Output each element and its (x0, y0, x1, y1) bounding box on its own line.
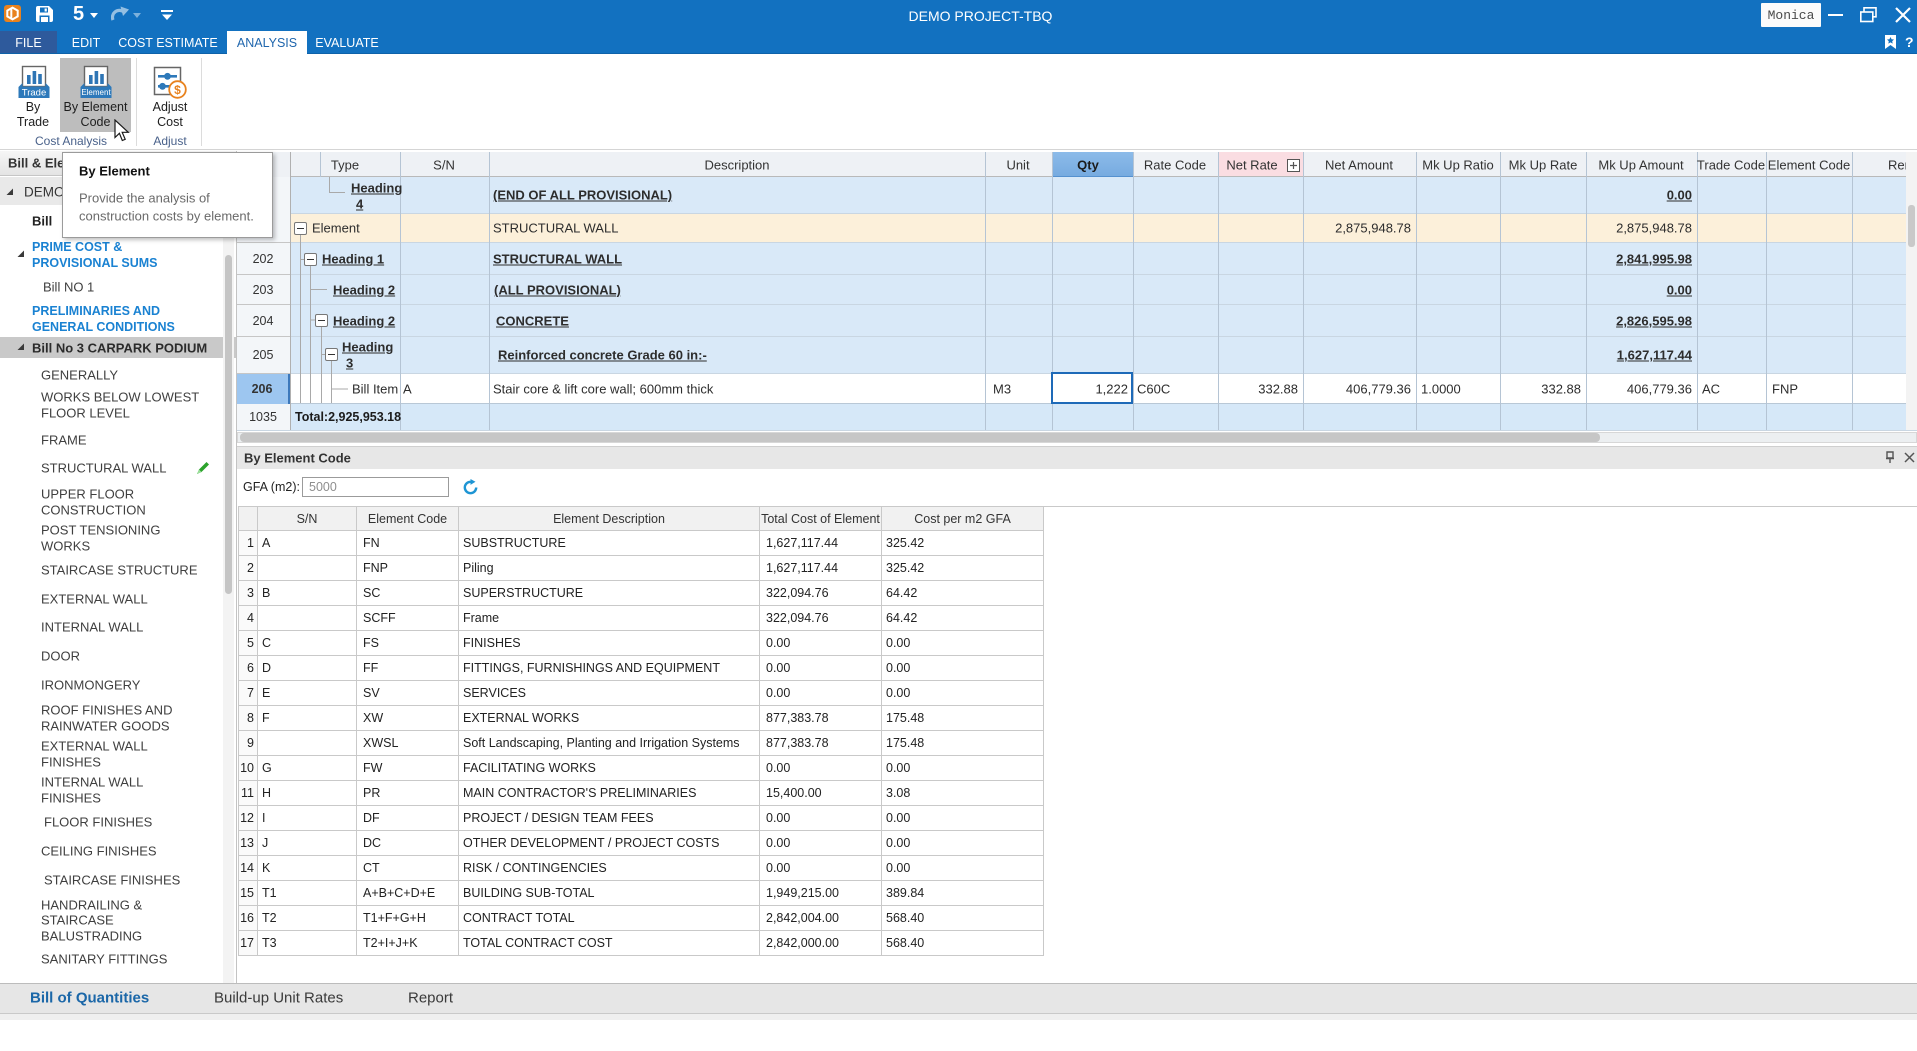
svg-text:Element: Element (81, 88, 111, 97)
svg-text:$: $ (174, 83, 181, 97)
svg-text:Trade: Trade (22, 88, 46, 99)
